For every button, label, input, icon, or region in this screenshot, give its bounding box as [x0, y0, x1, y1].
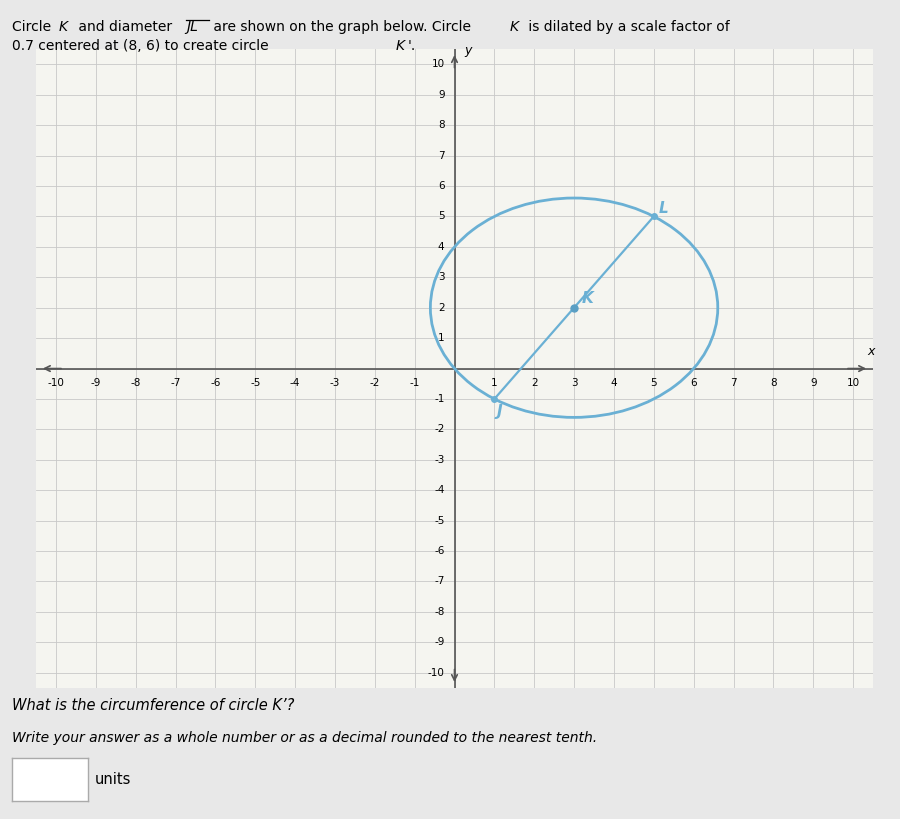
- Text: -8: -8: [434, 607, 445, 617]
- Text: -2: -2: [370, 378, 380, 387]
- Text: and diameter: and diameter: [74, 20, 176, 34]
- Text: 7: 7: [438, 151, 445, 161]
- Text: -7: -7: [170, 378, 181, 387]
- Text: -1: -1: [410, 378, 419, 387]
- Text: -5: -5: [434, 516, 445, 526]
- Text: 9: 9: [438, 90, 445, 100]
- Text: 1: 1: [438, 333, 445, 343]
- Text: 5: 5: [438, 211, 445, 221]
- Text: 6: 6: [438, 181, 445, 191]
- Text: Circle: Circle: [12, 20, 55, 34]
- Text: -5: -5: [250, 378, 260, 387]
- Text: 3: 3: [438, 272, 445, 283]
- Text: -8: -8: [130, 378, 140, 387]
- Text: 4: 4: [610, 378, 617, 387]
- Text: 9: 9: [810, 378, 816, 387]
- Text: 3: 3: [571, 378, 578, 387]
- Text: L: L: [659, 201, 669, 215]
- Text: units: units: [94, 772, 130, 787]
- Text: y: y: [464, 44, 472, 57]
- Text: -10: -10: [48, 378, 65, 387]
- Text: x: x: [868, 345, 875, 358]
- Text: K: K: [58, 20, 68, 34]
- Text: -1: -1: [434, 394, 445, 404]
- Text: is dilated by a scale factor of: is dilated by a scale factor of: [524, 20, 730, 34]
- Text: 6: 6: [690, 378, 697, 387]
- Text: -3: -3: [434, 455, 445, 465]
- Text: 8: 8: [770, 378, 777, 387]
- Text: -6: -6: [211, 378, 220, 387]
- Text: K: K: [396, 39, 405, 53]
- Text: JL: JL: [186, 20, 198, 34]
- Text: 10: 10: [431, 59, 445, 70]
- Text: -10: -10: [428, 667, 445, 678]
- Text: 0.7 centered at (8, 6) to create circle: 0.7 centered at (8, 6) to create circle: [12, 39, 273, 53]
- Text: 1: 1: [491, 378, 498, 387]
- Text: -2: -2: [434, 424, 445, 434]
- Text: -7: -7: [434, 577, 445, 586]
- Text: 2: 2: [531, 378, 537, 387]
- Text: -9: -9: [434, 637, 445, 647]
- Text: What is the circumference of circle K’?: What is the circumference of circle K’?: [12, 698, 294, 713]
- Text: are shown on the graph below. Circle: are shown on the graph below. Circle: [209, 20, 475, 34]
- Text: J: J: [497, 404, 502, 419]
- Text: -9: -9: [91, 378, 101, 387]
- Text: 10: 10: [847, 378, 860, 387]
- Text: '.: '.: [408, 39, 416, 53]
- Text: 4: 4: [438, 242, 445, 252]
- Text: Write your answer as a whole number or as a decimal rounded to the nearest tenth: Write your answer as a whole number or a…: [12, 731, 597, 744]
- Text: -4: -4: [290, 378, 301, 387]
- Text: K: K: [582, 291, 594, 306]
- Text: -6: -6: [434, 546, 445, 556]
- Text: -3: -3: [329, 378, 340, 387]
- Text: -4: -4: [434, 485, 445, 495]
- Text: 7: 7: [730, 378, 737, 387]
- Text: K: K: [509, 20, 518, 34]
- Text: 8: 8: [438, 120, 445, 130]
- Text: 2: 2: [438, 303, 445, 313]
- Text: 5: 5: [651, 378, 657, 387]
